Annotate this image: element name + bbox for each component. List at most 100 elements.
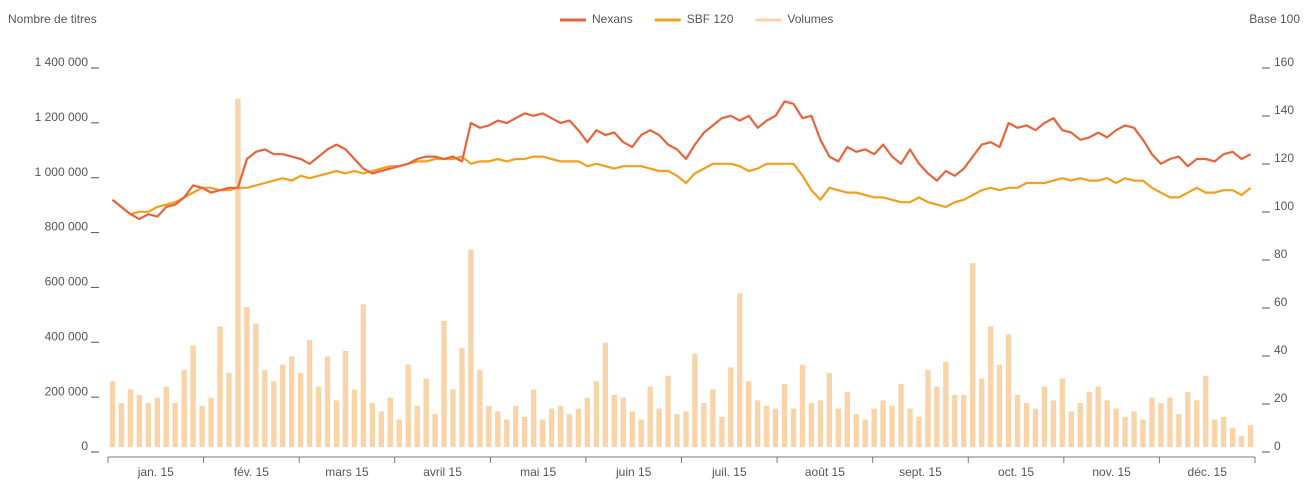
- volume-bar: [1005, 334, 1012, 447]
- volume-bar: [629, 411, 635, 447]
- volume-bar: [925, 370, 931, 447]
- volume-bar: [333, 400, 340, 447]
- x-tick-label: oct. 15: [998, 465, 1034, 479]
- volume-bar: [1032, 408, 1039, 447]
- y-tick-label: 600 000: [45, 275, 89, 289]
- volume-bar: [136, 394, 143, 447]
- volume-bar: [665, 375, 671, 447]
- volume-bar: [1059, 378, 1066, 447]
- volume-bar: [163, 386, 169, 447]
- y2-tick-label: 60: [1274, 295, 1288, 309]
- x-tick-label: sept. 15: [899, 465, 942, 479]
- volume-bar: [1238, 436, 1245, 447]
- volume-bar: [808, 403, 815, 447]
- volume-bar: [719, 416, 725, 447]
- volume-bar: [226, 372, 232, 447]
- volume-bar: [521, 416, 528, 447]
- volume-bar: [1185, 392, 1191, 447]
- volume-bar: [970, 263, 976, 447]
- volume-bar: [190, 345, 196, 447]
- volume-bar: [754, 400, 761, 447]
- volume-bar: [952, 394, 958, 447]
- y-tick-label: 400 000: [45, 329, 89, 343]
- volume-bar: [880, 400, 886, 447]
- volume-bar: [539, 419, 546, 447]
- volume-bar: [1077, 403, 1083, 447]
- volume-bar: [217, 326, 223, 447]
- x-tick-label: nov. 15: [1092, 465, 1131, 479]
- volume-bar: [360, 304, 367, 447]
- volume-bar: [1050, 400, 1057, 447]
- volume-bar: [871, 408, 877, 447]
- volume-bar: [181, 370, 187, 447]
- volume-bar: [826, 372, 833, 447]
- y-tick-label: 800 000: [45, 220, 89, 234]
- y2-tick-label: 40: [1274, 343, 1288, 357]
- volume-bar: [154, 397, 160, 447]
- volume-bar: [315, 386, 322, 447]
- volume-bar: [790, 408, 797, 447]
- volume-bar: [584, 397, 591, 447]
- volume-bar: [423, 378, 429, 447]
- volume-bar: [1041, 386, 1048, 447]
- volume-bar: [566, 414, 573, 447]
- y-axis-title: Nombre de titres: [8, 12, 97, 26]
- volume-bar: [781, 383, 788, 447]
- volume-bar: [396, 419, 402, 447]
- volume-bar: [459, 348, 465, 447]
- volume-bar: [351, 389, 358, 447]
- volume-bar: [987, 326, 994, 447]
- volume-bar: [1023, 403, 1030, 447]
- volume-bar: [145, 403, 152, 447]
- volume-bar: [1211, 419, 1218, 447]
- volume-bar: [1131, 411, 1137, 447]
- volume-bar: [1176, 414, 1182, 447]
- volume-bar: [118, 403, 125, 447]
- volume-bar: [692, 353, 698, 447]
- volume-bar: [378, 411, 384, 447]
- volume-bar: [638, 419, 644, 447]
- y2-tick-label: 160: [1274, 55, 1294, 69]
- volume-bar: [504, 419, 510, 447]
- volume-bar: [1220, 416, 1227, 447]
- volume-bar: [208, 397, 214, 447]
- x-tick-label: juil. 15: [711, 465, 747, 479]
- volume-bar: [835, 408, 842, 447]
- volume-bar: [172, 403, 178, 447]
- volume-bar: [477, 370, 483, 447]
- x-tick-label: juin 15: [615, 465, 652, 479]
- volume-bar: [486, 405, 492, 447]
- y-tick-label: 1 400 000: [35, 55, 89, 69]
- volume-bar: [387, 397, 393, 447]
- volume-bar: [844, 392, 850, 447]
- volume-bar: [262, 370, 268, 447]
- volume-bar: [701, 403, 707, 447]
- volume-bar: [405, 364, 411, 447]
- volume-bar: [934, 386, 940, 447]
- volume-bar: [593, 381, 600, 447]
- volume-bar: [289, 356, 295, 447]
- y-tick-label: 1 000 000: [35, 165, 89, 179]
- volume-bar: [1095, 386, 1101, 447]
- legend-label: Volumes: [787, 12, 833, 26]
- volume-bar: [1086, 392, 1092, 447]
- volume-bar: [1140, 419, 1146, 447]
- volume-bar: [996, 364, 1003, 447]
- x-tick-label: mai 15: [520, 465, 556, 479]
- x-tick-label: août 15: [805, 465, 845, 479]
- x-tick-label: avril 15: [423, 465, 462, 479]
- y-tick-label: 1 200 000: [35, 110, 89, 124]
- volume-bar: [799, 364, 806, 447]
- volume-bar: [324, 356, 331, 447]
- volume-bar: [602, 342, 609, 447]
- volume-bar: [647, 386, 653, 447]
- volume-bar: [1014, 394, 1021, 447]
- volume-bar: [862, 419, 868, 447]
- volume-bar: [979, 378, 985, 447]
- volume-bar: [127, 389, 134, 447]
- volume-bar: [907, 408, 913, 447]
- volume-bar: [199, 405, 205, 447]
- y2-tick-label: 20: [1274, 391, 1288, 405]
- volume-bar: [1229, 427, 1236, 447]
